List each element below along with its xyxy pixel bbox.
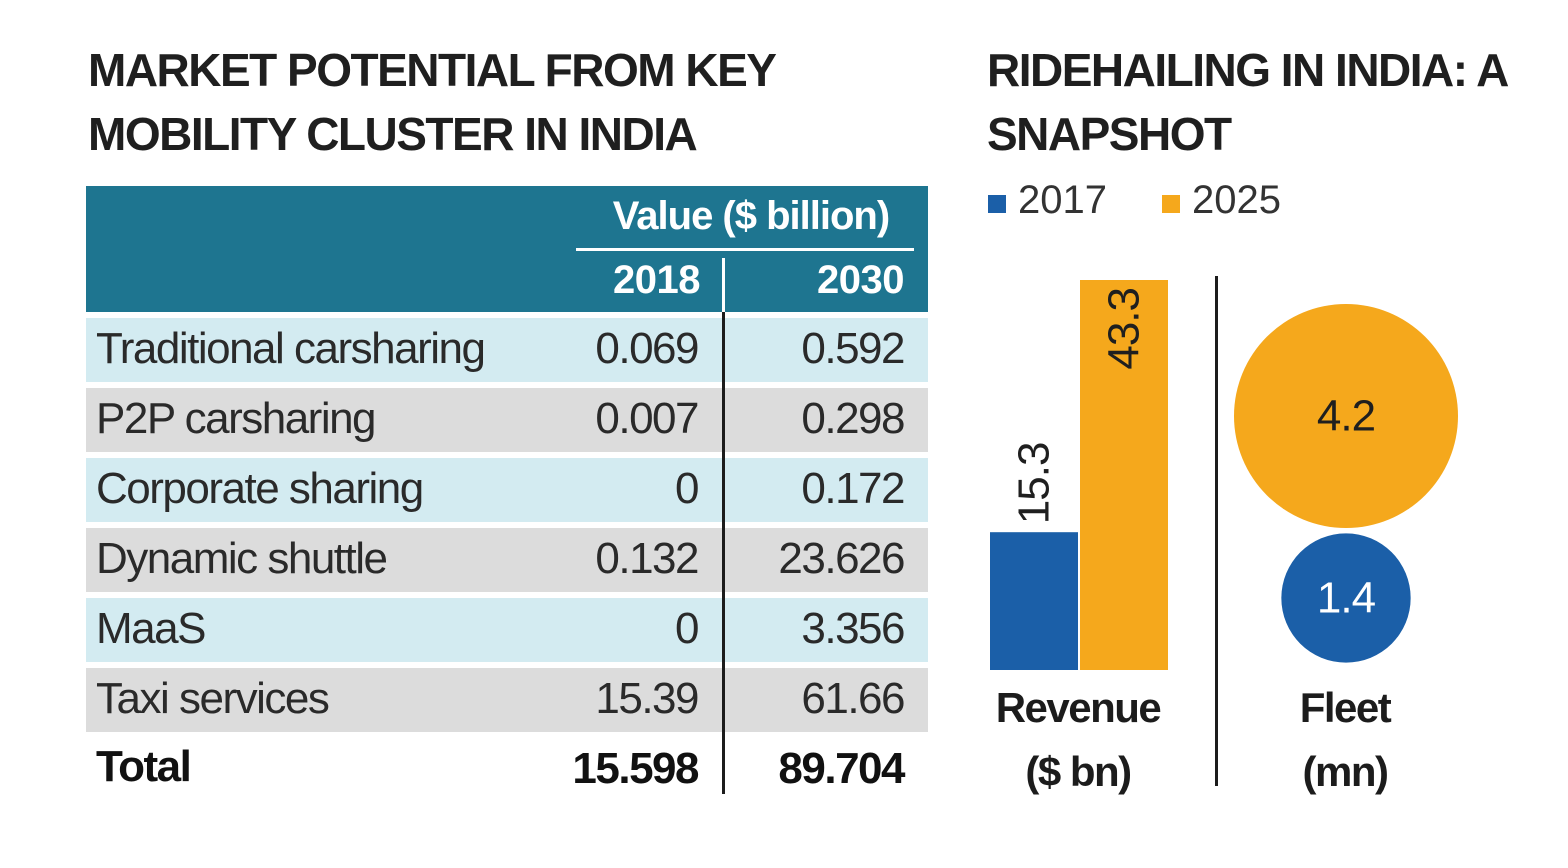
table-row: Corporate sharing 0 0.172 <box>86 458 928 522</box>
row-value-2018: 0.132 <box>595 534 699 583</box>
chart-title: RIDEHAILING IN INDIA: A SNAPSHOT <box>987 44 1508 160</box>
row-category: Traditional carsharing <box>96 324 486 373</box>
revenue-value-label-2017: 15.3 <box>1010 443 1059 525</box>
row-value-2018: 15.39 <box>595 674 699 723</box>
year-header-2030: 2030 <box>817 258 904 302</box>
table-row: MaaS 0 3.356 <box>86 598 928 662</box>
legend-swatch-2017 <box>988 195 1006 213</box>
total-value-2018: 15.598 <box>572 744 699 793</box>
fleet-bubble-2025 <box>1234 304 1458 528</box>
table-row: Traditional carsharing 0.069 0.592 <box>86 318 928 382</box>
legend-label-2017: 2017 <box>1018 178 1107 222</box>
row-value-2018: 0.007 <box>595 394 699 443</box>
total-label: Total <box>96 742 192 791</box>
table-title: MARKET POTENTIAL FROM KEY MOBILITY CLUST… <box>88 44 776 160</box>
row-value-2030: 23.626 <box>778 534 905 583</box>
revenue-caption-label: Revenue <box>995 684 1162 731</box>
fleet-caption: Fleet (mn) <box>1250 676 1440 804</box>
row-value-2018: 0 <box>675 464 699 513</box>
revenue-bar-2017 <box>990 532 1078 670</box>
total-value-2030: 89.704 <box>778 744 905 793</box>
header-rule <box>576 248 914 251</box>
revenue-bar-2025 <box>1080 280 1168 670</box>
row-value-2030: 61.66 <box>801 674 905 723</box>
year-header-2018: 2018 <box>613 258 700 302</box>
legend-label-2025: 2025 <box>1192 178 1281 222</box>
table-column-divider <box>722 312 725 794</box>
revenue-value-label-2025: 43.3 <box>1100 288 1149 370</box>
revenue-caption: Revenue ($ bn) <box>978 676 1178 804</box>
fleet-caption-unit: (mn) <box>1302 748 1389 795</box>
row-category: P2P carsharing <box>96 394 377 443</box>
row-value-2018: 0 <box>675 604 699 653</box>
header-column-divider <box>722 258 725 312</box>
row-value-2018: 0.069 <box>595 324 699 373</box>
table-header: Value ($ billion) 2018 2030 <box>86 186 928 312</box>
market-potential-table: Value ($ billion) 2018 2030 Traditional … <box>86 186 928 802</box>
row-category: Taxi services <box>96 674 330 723</box>
value-unit-header: Value ($ billion) <box>612 194 890 238</box>
legend-swatch-2025 <box>1162 195 1180 213</box>
row-category: Dynamic shuttle <box>96 534 388 583</box>
row-value-2030: 0.172 <box>801 464 905 513</box>
fleet-bubble-2017 <box>1281 533 1411 663</box>
fleet-caption-label: Fleet <box>1299 684 1392 731</box>
row-value-2030: 3.356 <box>801 604 905 653</box>
row-category: Corporate sharing <box>96 464 424 513</box>
row-value-2030: 0.592 <box>801 324 905 373</box>
fleet-value-label-2025: 4.2 <box>1317 392 1375 441</box>
table-row: Taxi services 15.39 61.66 <box>86 668 928 732</box>
fleet-value-label-2017: 1.4 <box>1317 574 1376 623</box>
table-row: P2P carsharing 0.007 0.298 <box>86 388 928 452</box>
revenue-caption-unit: ($ bn) <box>1025 748 1132 795</box>
row-category: MaaS <box>96 604 206 653</box>
table-total-row: Total 15.598 89.704 <box>86 738 928 802</box>
row-value-2030: 0.298 <box>801 394 905 443</box>
chart-divider <box>1215 276 1218 786</box>
table-row: Dynamic shuttle 0.132 23.626 <box>86 528 928 592</box>
